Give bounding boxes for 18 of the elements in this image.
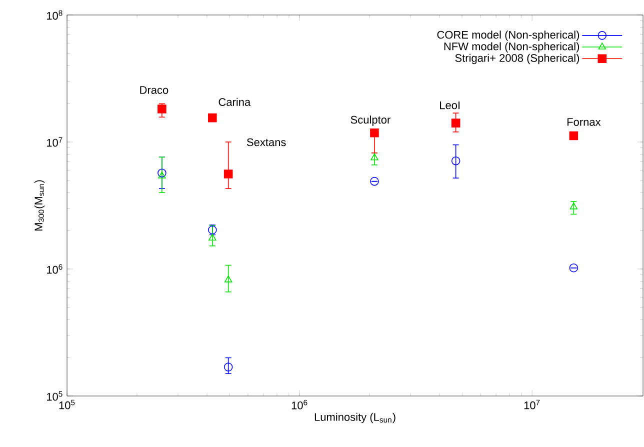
legend-label: Strigari+ 2008 (Spherical) — [455, 54, 580, 64]
y-tick-label: 10$^{8}$ — [46, 10, 62, 20]
x-tick-label: 10$^{6}$ — [292, 400, 308, 410]
legend-label: CORE model (Non-spherical) — [437, 30, 580, 41]
annotation: Carina — [218, 98, 251, 106]
x-axis-title: Luminosity (L$_{sun}$) — [314, 412, 396, 424]
annotation: Draco — [140, 86, 168, 94]
annotation: Sextans — [246, 138, 286, 146]
y-tick-label: 10$^{5}$ — [46, 391, 62, 401]
x-tick-label: 10$^{7}$ — [524, 400, 540, 410]
x-tick-label: 10$^{5}$ — [59, 400, 75, 410]
annotation: LeoI — [440, 102, 460, 110]
y-tick-label: 10$^{7}$ — [46, 137, 62, 147]
y-axis-title: M$_{300}$(M$_{sun}$) — [34, 180, 45, 231]
legend-label: NFW model (Non-spherical) — [444, 42, 580, 52]
annotation: Fornax — [567, 118, 601, 126]
annotation: Sculptor — [350, 116, 390, 126]
y-tick-label: 10$^{6}$ — [46, 264, 62, 274]
